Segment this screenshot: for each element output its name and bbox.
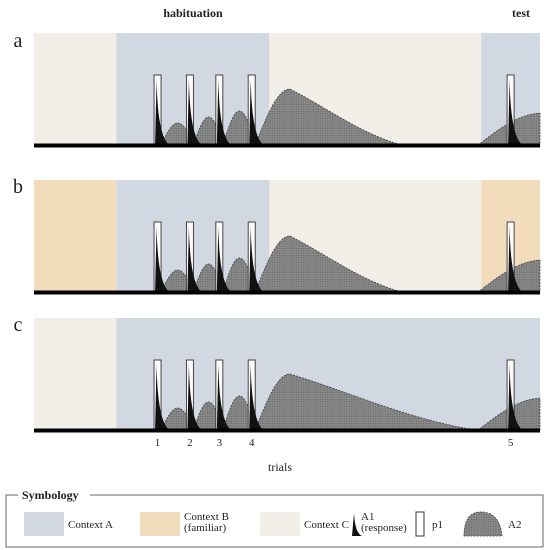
a1-response (216, 226, 232, 292)
a1-response (155, 226, 170, 292)
a1-response (249, 226, 264, 292)
a1-response (187, 226, 202, 292)
legend-title: Symbology (22, 488, 79, 502)
legend-p1-label: p1 (432, 519, 443, 531)
context-a-swatch (24, 512, 64, 536)
a1-response-icon (352, 513, 362, 536)
a1-response (216, 79, 232, 145)
trial-labels: 1 2 3 4 5 (155, 437, 514, 449)
panel-letter: c (14, 314, 23, 336)
context-c-region (34, 33, 117, 145)
legend: Symbology Context A Context B (familiar)… (5, 487, 544, 548)
p1-icon (415, 511, 425, 537)
a1-response (216, 364, 232, 430)
trial-label: 3 (217, 437, 223, 449)
a1-response (155, 79, 170, 145)
context-b-swatch (140, 512, 180, 536)
a1-response (508, 226, 523, 292)
panel-c: c (14, 314, 541, 433)
panels: a b c (13, 30, 541, 433)
baseline (34, 143, 540, 148)
habituation-phase-label: habituation (163, 6, 223, 20)
trial-label: 4 (249, 437, 255, 449)
legend-title-backdrop (18, 487, 90, 503)
a2-icon (463, 511, 503, 537)
panel-letter: a (14, 30, 23, 52)
legend-a1-label: A1 (361, 511, 374, 523)
context-c-region (34, 318, 117, 430)
legend-context-c-label: Context C (304, 519, 349, 531)
a1-response (155, 364, 170, 430)
panel-a: a (14, 30, 541, 148)
context-c-swatch (260, 512, 300, 536)
test-phase-label: test (512, 6, 530, 20)
baseline (34, 290, 540, 295)
legend-a2-label: A2 (508, 519, 521, 531)
trial-label: 1 (155, 437, 161, 449)
a1-response (508, 79, 523, 145)
trial-label: 2 (187, 437, 193, 449)
a1-response (187, 79, 202, 145)
legend-context-b-label: Context B (184, 511, 229, 523)
legend-a1-sublabel: (response) (361, 522, 407, 534)
legend-context-a-label: Context A (68, 519, 113, 531)
trial-label: 5 (508, 437, 514, 449)
a1-response (187, 364, 202, 430)
legend-context-b-sublabel: (familiar) (184, 522, 226, 534)
a1-response (249, 364, 264, 430)
baseline (34, 428, 540, 433)
context-b-region (34, 180, 117, 292)
panel-letter: b (13, 176, 23, 198)
a1-response (508, 364, 523, 430)
a1-response (249, 79, 264, 145)
x-axis-label: trials (268, 460, 292, 474)
panel-b: b (13, 176, 541, 295)
